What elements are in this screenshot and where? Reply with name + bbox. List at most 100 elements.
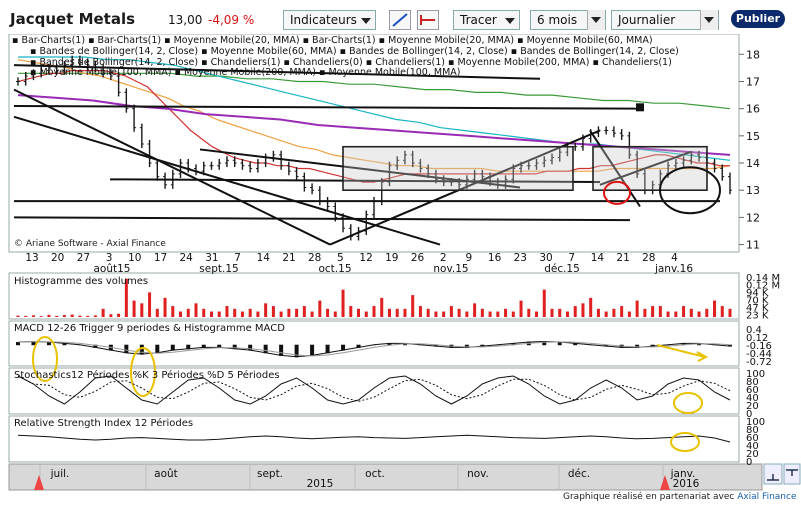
volume-bar	[542, 289, 546, 317]
volume-bar	[256, 311, 260, 317]
volume-bar	[573, 306, 577, 317]
legend-line-3: ▪ Bandes de Bollinger(14, 2, Close) ▪ Ch…	[30, 57, 672, 68]
period-value: 6 mois	[537, 13, 578, 27]
volume-bar	[418, 306, 422, 317]
x-day-label: 21	[616, 252, 629, 264]
x-day-label: 23	[514, 252, 527, 264]
volume-bar	[697, 311, 701, 317]
x-day-label: 14	[257, 252, 271, 264]
volume-bar	[209, 311, 213, 317]
x-day-label: 26	[411, 252, 425, 264]
legend-entry: ▪ Bar-Charts(1)	[12, 35, 85, 46]
volume-bar	[357, 308, 361, 317]
macd-histogram-bar	[170, 344, 175, 351]
x-day-label: 10	[128, 252, 141, 264]
volume-bar	[403, 308, 407, 317]
legend-entry: ▪ Bandes de Bollinger(14, 2, Close)	[30, 46, 198, 57]
price-tick-label: 11	[746, 239, 760, 252]
instrument-title: Jacquet Metals	[10, 10, 136, 28]
volume-bar	[581, 303, 585, 317]
footer-text: Graphique réalisé en partenariat avec	[563, 492, 738, 502]
highlight-ellipse	[32, 336, 58, 382]
navigator-month-label: janv.	[670, 468, 696, 480]
x-day-label: 31	[205, 252, 218, 264]
volume-bar	[47, 314, 51, 317]
volume-bar	[589, 297, 593, 317]
zone-rectangle	[592, 145, 708, 192]
navigator-handle-right	[660, 475, 670, 490]
volume-layer: 0.14 M0.12 M94 K70 K47 K23 K	[16, 273, 780, 322]
volume-axis-label: 0.12 M	[746, 281, 780, 292]
volume-bar	[333, 311, 337, 317]
chevron-down-icon	[704, 17, 714, 23]
x-month-label: déc.15	[544, 263, 580, 275]
volume-bar	[62, 315, 66, 317]
frequency-select[interactable]: Journalier	[611, 10, 719, 30]
tracer-label: Tracer	[460, 13, 497, 27]
highlight-ellipse	[130, 347, 156, 397]
price-tick-label: 12	[746, 211, 760, 224]
volume-bar	[171, 306, 175, 317]
volume-bar	[627, 311, 631, 317]
volume-bar	[364, 311, 368, 317]
volume-axis-label: 70 K	[746, 296, 769, 307]
volume-bar	[426, 308, 430, 317]
expand-icon	[767, 474, 779, 481]
volume-bar	[186, 308, 190, 317]
ma20-line	[17, 70, 730, 183]
x-day-label: 28	[642, 252, 655, 264]
stoch-title: Stochastics12 Périodes %K 3 Périodes %D …	[14, 369, 280, 381]
footer-brand[interactable]: Axial Finance	[737, 492, 797, 502]
macd-histogram-bar	[325, 344, 330, 354]
trendline	[329, 129, 601, 246]
rsi-axis-label: 60	[746, 433, 759, 444]
volume-bar	[310, 311, 314, 317]
tracer-dropdown[interactable]: Tracer	[453, 10, 520, 30]
macd-histogram-bar	[139, 344, 144, 355]
legend-line-1: ▪ Bar-Charts(1) ▪ Bar-Charts(1) ▪ Moyenn…	[12, 35, 653, 46]
time-navigator[interactable]	[8, 463, 763, 491]
volume-bar	[225, 306, 229, 317]
macd-histogram-bar	[186, 344, 191, 350]
publish-button[interactable]: Publier	[731, 10, 785, 28]
volume-bar	[558, 308, 562, 317]
trendline	[109, 178, 601, 184]
rsi-axis-label: 20	[746, 449, 759, 460]
highlight-circle	[603, 180, 631, 205]
draw-channel-tool[interactable]	[417, 10, 439, 30]
x-day-label: 24	[180, 252, 194, 264]
price-tick-label: 13	[746, 184, 760, 197]
last-price: 13,00	[168, 13, 203, 27]
x-day-label: 4	[671, 252, 678, 264]
volume-bar	[705, 308, 709, 317]
volume-bar	[604, 311, 608, 317]
x-day-label: 14	[591, 252, 605, 264]
volume-bar	[411, 295, 415, 317]
volume-bar	[326, 308, 330, 317]
volume-bar	[109, 314, 113, 317]
volume-bar	[612, 308, 616, 317]
legend-entry: ▪ Moyenne Mobile(200, MMA)	[171, 67, 316, 78]
arrow-icon	[656, 344, 709, 362]
volume-bar	[279, 311, 283, 317]
macd-layer: 0.40.12-0.16-0.44-0.72	[16, 325, 772, 397]
volume-bar	[674, 311, 678, 317]
volume-bar	[395, 308, 399, 317]
navigator-month-label: déc.	[568, 468, 590, 480]
volume-bar	[55, 315, 59, 317]
stoch-axis-label: 40	[746, 393, 759, 404]
macd-histogram-bar	[294, 344, 299, 358]
volume-bar	[24, 315, 28, 317]
draw-line-tool[interactable]	[389, 10, 411, 30]
chevron-down-icon	[361, 18, 371, 24]
volume-axis-label: 0.14 M	[746, 273, 780, 284]
indicators-dropdown[interactable]: Indicateurs	[283, 10, 376, 30]
x-month-label: sept.15	[199, 263, 238, 275]
rsi-axis-label: 0	[746, 457, 752, 468]
highlight-ellipse	[670, 432, 700, 452]
volume-bar	[86, 315, 90, 317]
period-select[interactable]: 6 mois	[530, 10, 606, 30]
volume-bar	[217, 311, 221, 317]
